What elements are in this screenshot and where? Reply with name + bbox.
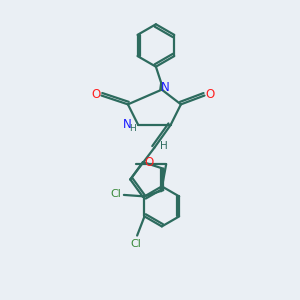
Text: Cl: Cl [130, 239, 141, 249]
Text: O: O [145, 156, 154, 169]
Text: H: H [130, 124, 136, 133]
Text: O: O [205, 88, 214, 100]
Text: N: N [161, 81, 170, 94]
Text: N: N [123, 118, 131, 131]
Text: Cl: Cl [110, 189, 121, 199]
Text: O: O [92, 88, 101, 100]
Text: H: H [160, 141, 168, 151]
